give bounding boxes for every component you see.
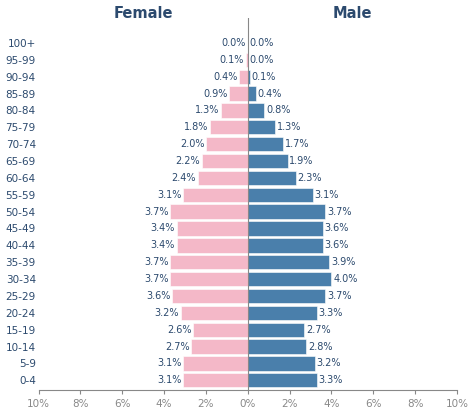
Bar [248,255,329,269]
Bar [248,289,325,303]
Text: 3.4%: 3.4% [151,224,175,234]
Bar [248,356,315,371]
Text: Male: Male [333,6,372,21]
Text: 3.7%: 3.7% [144,274,169,284]
Bar [183,356,248,371]
Text: Female: Female [113,6,173,21]
Text: 3.4%: 3.4% [151,240,175,250]
Bar [248,70,250,84]
Text: 3.6%: 3.6% [325,240,349,250]
Text: 1.3%: 1.3% [277,122,301,132]
Bar [170,205,248,219]
Bar [206,137,248,151]
Text: 3.7%: 3.7% [327,207,351,217]
Text: 2.3%: 2.3% [298,173,322,183]
Text: 3.7%: 3.7% [144,207,169,217]
Text: 3.6%: 3.6% [146,291,171,301]
Bar [177,238,248,253]
Text: 0.4%: 0.4% [258,88,282,99]
Bar [248,188,313,202]
Text: 3.3%: 3.3% [319,375,343,385]
Bar [248,171,296,185]
Text: 0.0%: 0.0% [222,38,246,48]
Text: 0.8%: 0.8% [266,105,291,115]
Bar [170,272,248,286]
Bar [220,103,248,117]
Text: 1.9%: 1.9% [289,156,314,166]
Bar [246,53,248,67]
Bar [229,86,248,101]
Bar [183,188,248,202]
Text: 3.6%: 3.6% [325,224,349,234]
Text: 0.9%: 0.9% [203,88,227,99]
Text: 2.2%: 2.2% [175,156,200,166]
Bar [177,221,248,236]
Text: 0.1%: 0.1% [252,72,276,82]
Text: 3.1%: 3.1% [157,190,181,200]
Text: 3.9%: 3.9% [331,257,356,267]
Bar [248,373,317,388]
Bar [198,171,248,185]
Bar [248,272,331,286]
Bar [248,120,275,134]
Bar [181,306,248,320]
Text: 2.7%: 2.7% [306,325,330,334]
Text: 3.2%: 3.2% [316,359,341,369]
Text: 0.1%: 0.1% [219,55,244,65]
Bar [170,255,248,269]
Bar [248,238,323,253]
Bar [191,339,248,354]
Text: 3.3%: 3.3% [319,308,343,318]
Bar [248,205,325,219]
Text: 0.0%: 0.0% [249,38,274,48]
Bar [239,70,248,84]
Text: 3.1%: 3.1% [157,375,181,385]
Bar [248,86,256,101]
Bar [173,289,248,303]
Text: 2.7%: 2.7% [165,342,190,352]
Text: 3.1%: 3.1% [157,359,181,369]
Bar [248,154,288,168]
Text: 3.2%: 3.2% [155,308,179,318]
Text: 1.8%: 1.8% [184,122,209,132]
Text: 1.7%: 1.7% [285,139,310,149]
Bar [248,221,323,236]
Text: 2.6%: 2.6% [167,325,191,334]
Text: 3.1%: 3.1% [314,190,338,200]
Bar [183,373,248,388]
Bar [248,322,304,337]
Text: 0.4%: 0.4% [213,72,238,82]
Bar [193,322,248,337]
Text: 2.4%: 2.4% [172,173,196,183]
Bar [210,120,248,134]
Text: 2.0%: 2.0% [180,139,204,149]
Text: 0.0%: 0.0% [249,55,274,65]
Bar [248,137,283,151]
Text: 1.3%: 1.3% [194,105,219,115]
Bar [202,154,248,168]
Bar [248,339,306,354]
Bar [248,103,264,117]
Text: 3.7%: 3.7% [327,291,351,301]
Text: 2.8%: 2.8% [308,342,332,352]
Text: 3.7%: 3.7% [144,257,169,267]
Text: 4.0%: 4.0% [333,274,357,284]
Bar [248,306,317,320]
